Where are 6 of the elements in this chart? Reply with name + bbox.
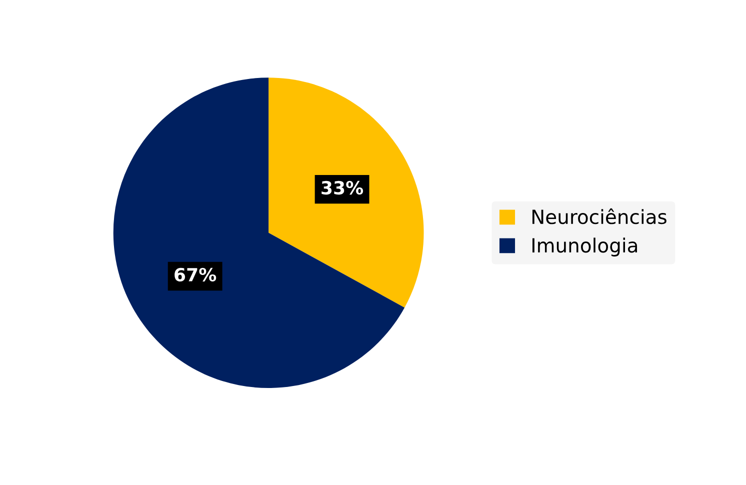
legend-label: Neurociências [532, 208, 666, 224]
legend-label: Imunologia [532, 238, 637, 256]
data-label: 33% [322, 180, 364, 195]
pie-slice [113, 78, 405, 388]
data-label: 67% [174, 268, 216, 282]
pie-slice [268, 78, 424, 308]
